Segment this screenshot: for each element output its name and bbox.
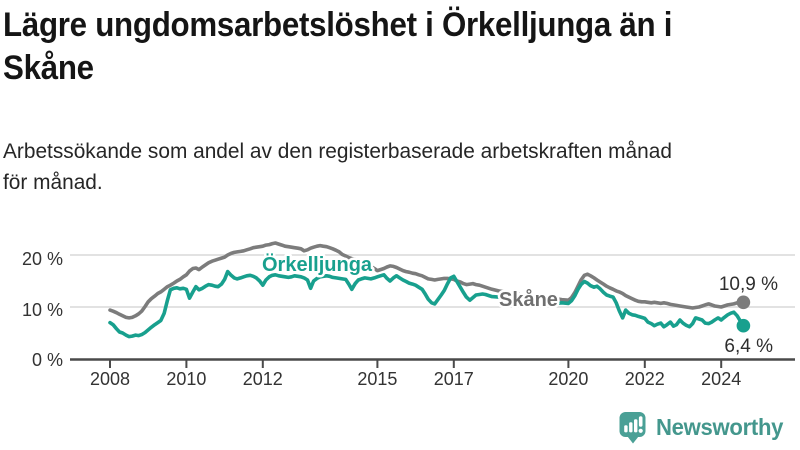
series-label-skane: Skåne: [499, 288, 558, 311]
x-tick-label: 2022: [625, 369, 665, 389]
x-axis: 2008 2010 2012 2015 2017 2020 2022 2024: [70, 358, 795, 389]
y-axis-label-0: 0 %: [32, 350, 63, 370]
series-line-orkelljunga: [108, 269, 746, 339]
gridlines-layer: [70, 254, 795, 308]
y-axis-label-10: 10 %: [22, 300, 63, 320]
end-dot-orkelljunga: [736, 318, 751, 333]
x-tick-label: 2012: [243, 369, 283, 389]
x-tick-label: 2024: [701, 369, 741, 389]
value-label-skane: 10,9 %: [719, 274, 778, 295]
page-subtitle: Arbetssökande som andel av den registerb…: [3, 136, 798, 198]
x-tick-label: 2015: [357, 369, 397, 389]
series-layer: [108, 241, 751, 339]
x-tick-label: 2017: [434, 369, 474, 389]
subtitle-line-2: för månad.: [3, 170, 103, 194]
series-label-orkelljunga: Örkelljunga: [262, 253, 373, 276]
page-title: Lägre ungdomsarbetslöshet i Örkelljunga …: [3, 4, 800, 90]
newsworthy-logo-icon: [619, 412, 646, 444]
x-tick-label: 2010: [166, 369, 206, 389]
y-axis-label-20: 20 %: [22, 249, 63, 269]
newsworthy-logo: Newsworthy: [618, 411, 788, 444]
title-line-2: Skåne: [3, 49, 94, 87]
value-label-orkelljunga: 6,4 %: [724, 336, 773, 357]
newsworthy-logo-text: Newsworthy: [655, 414, 783, 440]
series-line-skane: [108, 241, 746, 320]
end-dot-skane: [736, 295, 751, 310]
x-tick-label: 2008: [90, 369, 130, 389]
title-line-1: Lägre ungdomsarbetslöshet i Örkelljunga …: [3, 6, 673, 44]
x-tick-label: 2020: [548, 369, 588, 389]
subtitle-line-1: Arbetssökande som andel av den registerb…: [3, 139, 672, 163]
